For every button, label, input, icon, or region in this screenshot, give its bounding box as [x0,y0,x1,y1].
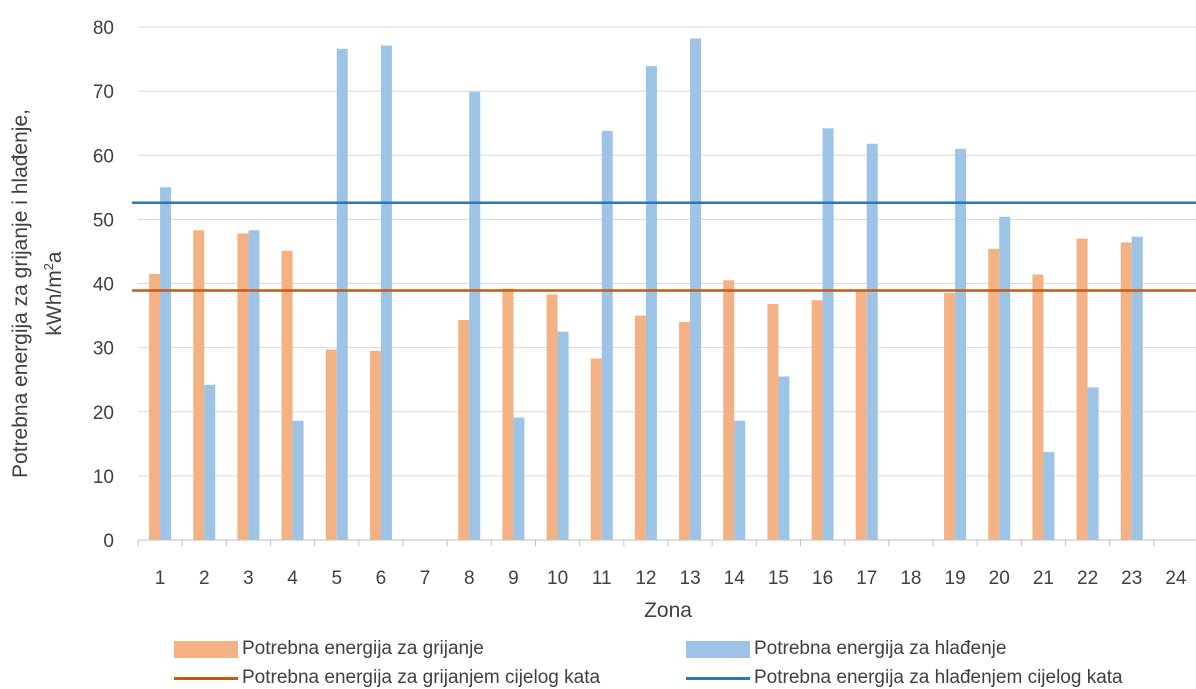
bar-grijanje-5 [325,349,337,540]
bar-hladenje-3 [248,230,260,540]
x-tick-label: 18 [900,568,921,589]
x-tick-label: 7 [420,568,431,589]
y-axis-title-line2: kWh/m2a [41,251,66,336]
y-axis-title-line1: Potrebna energija za grijanje i hlađenje… [9,109,32,478]
y-tick-label: 40 [93,275,114,296]
bar-hladenje-1 [160,187,172,540]
bar-grijanje-6 [369,350,381,540]
bars [149,38,1143,541]
bar-grijanje-12 [634,315,646,540]
y-tick-label: 70 [93,82,114,103]
x-axis [137,539,1196,546]
bar-hladenje-11 [601,130,613,540]
bar-hladenje-22 [1087,387,1099,540]
x-tick-label: 3 [243,568,254,589]
bar-hladenje-4 [292,420,304,540]
y-tick-label: 30 [93,339,114,360]
y-tick-label: 0 [103,531,114,552]
x-tick-label: 13 [680,568,701,589]
bar-hladenje-6 [380,45,392,540]
bar-hladenje-8 [469,91,481,541]
bar-hladenje-16 [822,128,834,540]
x-tick-label: 19 [945,568,966,589]
bar-hladenje-13 [690,38,702,540]
x-tick-label: 15 [768,568,789,589]
bar-grijanje-15 [767,304,779,540]
bar-grijanje-8 [458,320,470,540]
y-tick-label: 80 [93,18,114,39]
x-tick-label: 17 [856,568,877,589]
bar-hladenje-10 [557,331,569,540]
x-tick-label: 2 [199,568,210,589]
bar-grijanje-1 [149,273,161,540]
bar-hladenje-2 [204,384,216,540]
bar-hladenje-14 [734,420,746,540]
y-axis-title: Potrebna energija za grijanje i hlađenje… [9,109,66,478]
bar-grijanje-22 [1076,238,1088,541]
bar-hladenje-12 [645,66,657,541]
x-tick-labels: 1 2 3 4 5 6 7 8 9 10 11 12 13 14 15 16 17 18 19 20 21 22 23 24 [155,568,1187,589]
bar-grijanje-4 [281,250,293,540]
bar-grijanje-3 [237,233,249,541]
x-tick-label: 16 [812,568,833,589]
bar-hladenje-23 [1131,236,1143,540]
bar-hladenje-15 [778,376,790,540]
bar-grijanje-17 [855,291,867,540]
bar-grijanje-21 [1032,274,1044,540]
x-tick-label: 22 [1077,568,1098,589]
bar-grijanje-14 [723,280,735,540]
x-axis-title: Zona [644,599,692,622]
bar-grijanje-23 [1120,242,1132,540]
bar-grijanje-20 [988,248,1000,540]
y-tick-label: 50 [93,210,114,231]
x-tick-label: 10 [547,568,568,589]
bar-grijanje-16 [811,300,823,540]
y-axis-unit: kWh/m [43,270,66,335]
bar-grijanje-10 [546,294,558,540]
x-tick-label: 11 [592,568,612,589]
y-tick-labels: 0 10 20 30 40 50 60 70 80 [93,18,114,552]
gridlines [138,26,1196,477]
bar-grijanje-19 [944,293,956,540]
bar-grijanje-2 [193,230,205,540]
x-tick-label: 21 [1033,568,1054,589]
x-tick-label: 9 [508,568,519,589]
y-tick-label: 60 [93,146,114,167]
x-tick-label: 4 [287,568,298,589]
y-tick-label: 20 [93,403,114,424]
bar-grijanje-11 [590,358,602,540]
bar-hladenje-19 [955,148,967,540]
bar-hladenje-5 [336,48,348,541]
x-tick-label: 23 [1121,568,1142,589]
y-axis-unit-superscript: 2 [41,263,56,270]
bar-hladenje-21 [1043,452,1055,540]
y-tick-label: 10 [93,467,114,488]
x-tick-label: 20 [989,568,1010,589]
x-tick-label: 6 [376,568,387,589]
bar-hladenje-20 [999,216,1011,540]
x-tick-label: 12 [635,568,656,589]
average-lines [132,201,1196,292]
bar-grijanje-9 [502,288,514,540]
bar-hladenje-17 [866,143,878,540]
x-tick-label: 1 [155,568,166,589]
bar-hladenje-9 [513,417,525,540]
y-axis-unit-suffix: a [43,251,66,263]
x-tick-label: 5 [331,568,342,589]
x-tick-label: 24 [1165,568,1187,589]
x-tick-label: 8 [464,568,475,589]
x-tick-label: 14 [724,568,746,589]
bar-grijanje-13 [679,321,691,540]
